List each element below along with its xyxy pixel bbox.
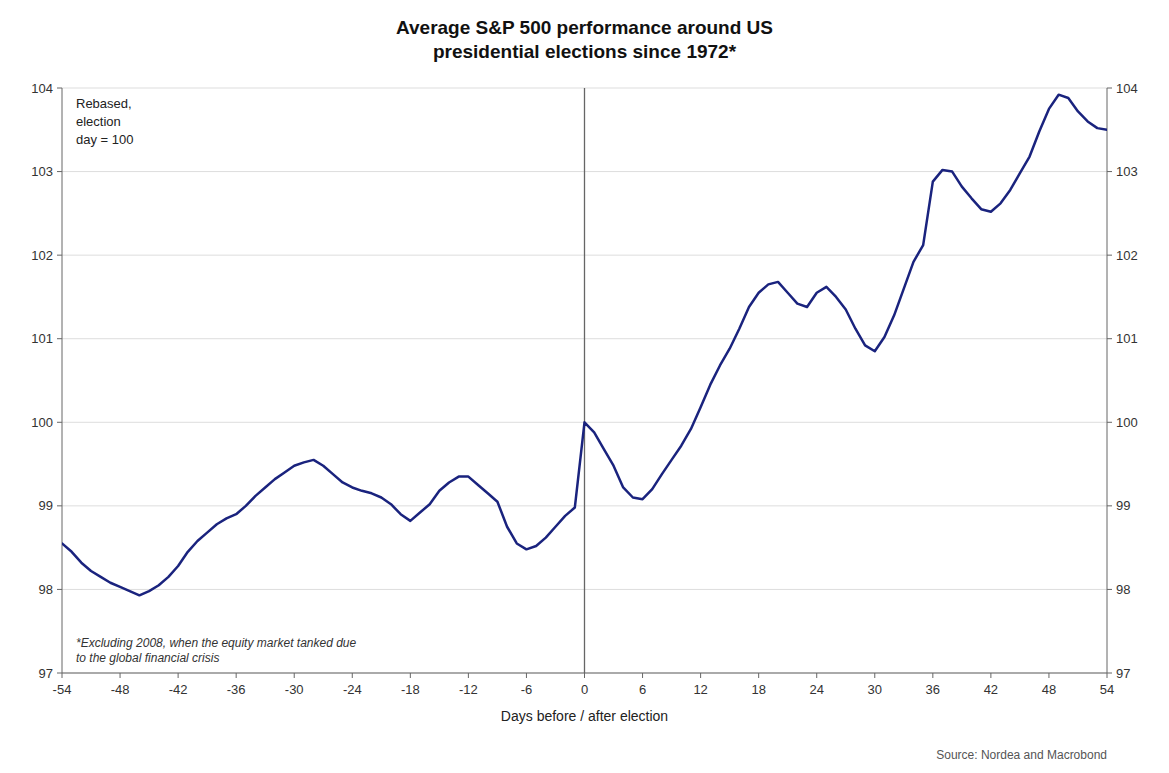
x-tick-label: -42 [169, 682, 188, 697]
y2-tick-label: 101 [1116, 331, 1138, 346]
text-line: Average S&P 500 performance around US [396, 17, 773, 38]
text-line: presidential elections since 1972* [433, 41, 737, 62]
y-tick [57, 589, 62, 590]
x-tick-label: 18 [751, 682, 765, 697]
plot-area [62, 88, 1107, 673]
y2-tick-label: 100 [1116, 415, 1138, 430]
y2-tick-label: 97 [1116, 666, 1130, 681]
x-tick-label: -54 [53, 682, 72, 697]
source: Source: Nordea and Macrobond [936, 748, 1107, 762]
x-tick [352, 673, 353, 678]
text-line: Rebased, [76, 96, 132, 111]
y2-tick [1107, 255, 1112, 256]
x-tick [990, 673, 991, 678]
y-axis-line [62, 88, 63, 673]
x-tick-label: 48 [1042, 682, 1056, 697]
x-tick [468, 673, 469, 678]
x-tick [410, 673, 411, 678]
x-tick [700, 673, 701, 678]
x-tick-label: -12 [459, 682, 478, 697]
y2-tick-label: 99 [1116, 498, 1130, 513]
y2-tick-label: 103 [1116, 164, 1138, 179]
title: Average S&P 500 performance around US pre… [396, 17, 773, 62]
y2-axis-line [1107, 88, 1108, 673]
y-tick [57, 88, 62, 89]
x-tick-label: 30 [868, 682, 882, 697]
y2-tick [1107, 589, 1112, 590]
grid [62, 88, 1107, 673]
y-tick [57, 338, 62, 339]
y-tick [57, 422, 62, 423]
x-tick-label: 42 [984, 682, 998, 697]
text-line: *Excluding 2008, when the equity market … [76, 636, 357, 650]
x-tick [816, 673, 817, 678]
x-tick [1048, 673, 1049, 678]
x-tick [178, 673, 179, 678]
y-tick-label: 97 [39, 666, 53, 681]
x-tick-label: -18 [401, 682, 420, 697]
x-tick-label: 24 [809, 682, 823, 697]
y-tick [57, 171, 62, 172]
x-tick [120, 673, 121, 678]
text-line: to the global financial crisis [76, 651, 219, 665]
x-tick [758, 673, 759, 678]
x-tick-label: -36 [227, 682, 246, 697]
y2-tick-label: 102 [1116, 248, 1138, 263]
reference-line [584, 88, 585, 673]
x-tick [642, 673, 643, 678]
text-line: election [76, 114, 121, 129]
x-tick-label: -48 [111, 682, 130, 697]
x-tick [236, 673, 237, 678]
x-tick [932, 673, 933, 678]
y2-tick [1107, 88, 1112, 89]
y2-tick-label: 104 [1116, 81, 1138, 96]
y2-tick [1107, 422, 1112, 423]
y-tick-label: 103 [31, 164, 53, 179]
y-tick-label: 98 [39, 582, 53, 597]
x-tick-label: -6 [521, 682, 533, 697]
x-tick-label: -24 [343, 682, 362, 697]
y2-tick [1107, 673, 1112, 674]
x-tick [294, 673, 295, 678]
y2-tick [1107, 171, 1112, 172]
y-tick-label: 104 [31, 81, 53, 96]
series-line [62, 95, 1107, 596]
x-tick [874, 673, 875, 678]
y-tick [57, 673, 62, 674]
y-tick-label: 99 [39, 498, 53, 513]
y-tick-label: 102 [31, 248, 53, 263]
x-tick [526, 673, 527, 678]
x-tick-label: 6 [639, 682, 646, 697]
axes: -54 -48 -42 -36 -30 -24 -18 -12 -6 0 6 12 18 24 30 36 42… [31, 81, 1137, 698]
x-tick [1107, 673, 1108, 678]
x-axis-label: Days before / after election [501, 708, 668, 724]
y-tick [57, 255, 62, 256]
y-tick [57, 505, 62, 506]
x-tick-label: 0 [581, 682, 588, 697]
x-tick-label: 54 [1100, 682, 1114, 697]
x-tick-label: 12 [693, 682, 707, 697]
x-tick [62, 673, 63, 678]
y2-tick [1107, 505, 1112, 506]
y-axis-label: Rebased, election day = 100 [76, 96, 133, 147]
x-tick-label: -30 [285, 682, 304, 697]
y-tick-label: 100 [31, 415, 53, 430]
y2-tick [1107, 338, 1112, 339]
x-tick [584, 673, 585, 678]
y-tick-label: 101 [31, 331, 53, 346]
text-line: day = 100 [76, 132, 133, 147]
x-tick-label: 36 [926, 682, 940, 697]
chart: Average S&P 500 performance around US pre… [0, 0, 1169, 773]
y2-tick-label: 98 [1116, 582, 1130, 597]
footnote: *Excluding 2008, when the equity market … [76, 636, 357, 665]
